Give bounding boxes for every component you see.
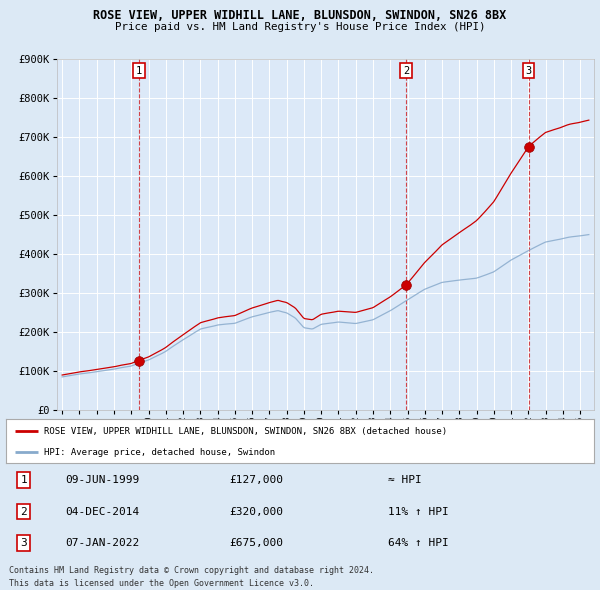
Text: £320,000: £320,000 (229, 507, 283, 516)
Text: Price paid vs. HM Land Registry's House Price Index (HPI): Price paid vs. HM Land Registry's House … (115, 22, 485, 32)
Text: 64% ↑ HPI: 64% ↑ HPI (388, 538, 449, 548)
Text: 2: 2 (403, 65, 409, 76)
Text: ROSE VIEW, UPPER WIDHILL LANE, BLUNSDON, SWINDON, SN26 8BX (detached house): ROSE VIEW, UPPER WIDHILL LANE, BLUNSDON,… (44, 427, 448, 436)
Text: ≈ HPI: ≈ HPI (388, 476, 422, 485)
Text: £127,000: £127,000 (229, 476, 283, 485)
Text: HPI: Average price, detached house, Swindon: HPI: Average price, detached house, Swin… (44, 448, 275, 457)
Text: £675,000: £675,000 (229, 538, 283, 548)
Text: 3: 3 (20, 538, 27, 548)
Text: Contains HM Land Registry data © Crown copyright and database right 2024.: Contains HM Land Registry data © Crown c… (9, 566, 374, 575)
Text: 09-JUN-1999: 09-JUN-1999 (65, 476, 139, 485)
Text: 04-DEC-2014: 04-DEC-2014 (65, 507, 139, 516)
Text: 1: 1 (20, 476, 27, 485)
Text: 07-JAN-2022: 07-JAN-2022 (65, 538, 139, 548)
Text: 1: 1 (136, 65, 142, 76)
Text: 11% ↑ HPI: 11% ↑ HPI (388, 507, 449, 516)
Text: 3: 3 (526, 65, 532, 76)
Text: This data is licensed under the Open Government Licence v3.0.: This data is licensed under the Open Gov… (9, 579, 314, 588)
Text: ROSE VIEW, UPPER WIDHILL LANE, BLUNSDON, SWINDON, SN26 8BX: ROSE VIEW, UPPER WIDHILL LANE, BLUNSDON,… (94, 9, 506, 22)
Text: 2: 2 (20, 507, 27, 516)
